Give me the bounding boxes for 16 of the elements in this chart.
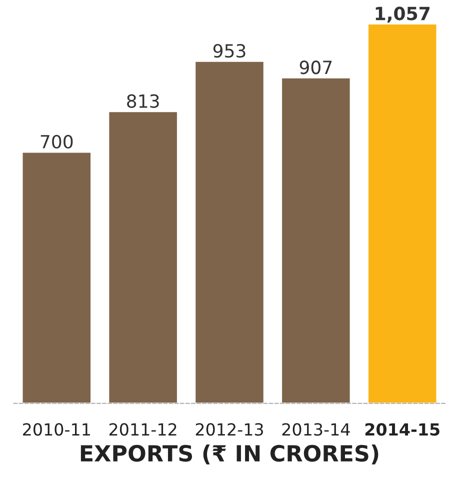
x-tick-label: 2010-11 [23, 423, 90, 436]
x-tick-label: 2011-12 [109, 423, 176, 436]
bar [21, 151, 92, 404]
x-tick-label: 2012-13 [196, 423, 263, 436]
bar [280, 77, 352, 404]
data-label: 813 [127, 94, 159, 108]
bar [367, 23, 438, 404]
x-axis-title: EXPORTS (₹ IN CRORES) [80, 444, 378, 464]
bar [108, 110, 178, 404]
data-label: 700 [40, 134, 73, 149]
data-label: 907 [300, 60, 332, 74]
data-label: 953 [213, 44, 246, 58]
bar [194, 60, 265, 404]
x-tick-label: 2013-14 [282, 423, 350, 436]
data-label: 1,057 [376, 6, 430, 23]
x-tick-label: 2014-15 [365, 423, 440, 436]
